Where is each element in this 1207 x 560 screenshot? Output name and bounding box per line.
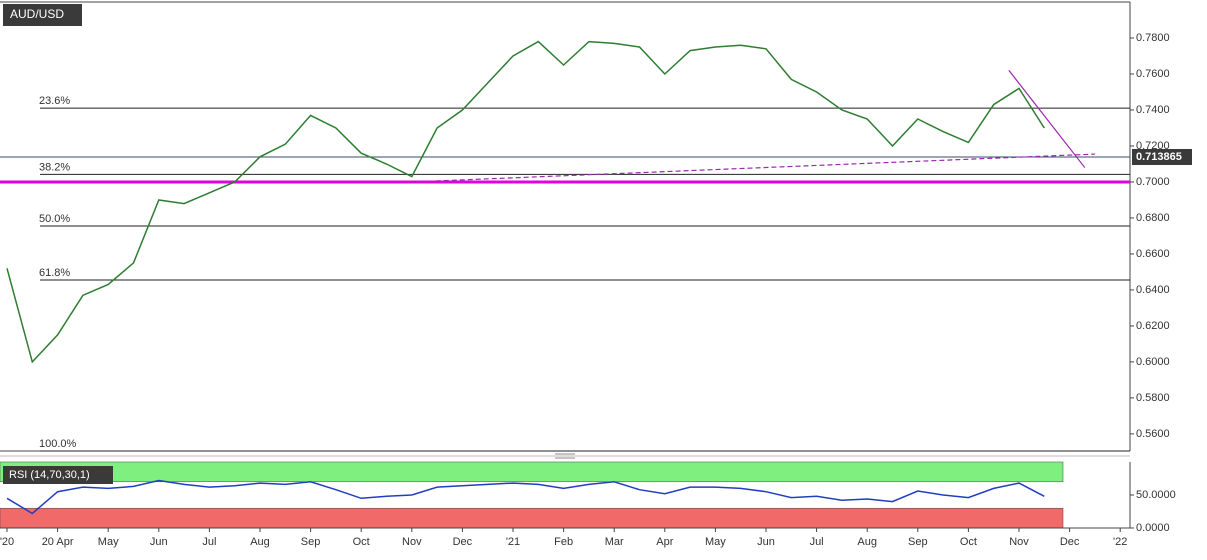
y-tick-label: 0.6000 bbox=[1136, 356, 1170, 368]
x-tick-label: Nov bbox=[1009, 536, 1029, 548]
y-tick-label: 0.5800 bbox=[1136, 392, 1170, 404]
x-tick-label: May bbox=[98, 536, 119, 548]
x-tick-label: Oct bbox=[353, 536, 370, 548]
fib-label: 100.0% bbox=[39, 438, 77, 450]
x-tick-label: Jul bbox=[202, 536, 216, 548]
x-tick-label: '20 bbox=[0, 536, 14, 548]
rsi-label: RSI (14,70,30,1) bbox=[9, 469, 90, 481]
rsi-y-tick-label: 50.0000 bbox=[1136, 489, 1176, 501]
rsi-label-box bbox=[3, 466, 113, 484]
x-tick-label: Sep bbox=[301, 536, 321, 548]
y-tick-label: 0.7800 bbox=[1136, 32, 1170, 44]
x-tick-label: Nov bbox=[402, 536, 422, 548]
x-tick-label: '22 bbox=[1113, 536, 1127, 548]
x-tick-label: 20 Apr bbox=[42, 536, 74, 548]
oversold-zone bbox=[0, 507, 1064, 529]
title-box bbox=[3, 4, 82, 26]
x-tick-label: Apr bbox=[656, 536, 673, 548]
fib-label: 61.8% bbox=[39, 267, 70, 279]
x-tick-label: Oct bbox=[960, 536, 977, 548]
x-tick-label: Aug bbox=[857, 536, 877, 548]
rsi-y-tick-label: 0.0000 bbox=[1136, 522, 1170, 534]
x-tick-label: Dec bbox=[1060, 536, 1080, 548]
y-tick-label: 0.6200 bbox=[1136, 320, 1170, 332]
trendline bbox=[1008, 70, 1086, 168]
y-tick-label: 0.5600 bbox=[1136, 428, 1170, 440]
y-tick-label: 0.7600 bbox=[1136, 68, 1170, 80]
y-tick-label: 0.6400 bbox=[1136, 284, 1170, 296]
x-tick-label: Jun bbox=[150, 536, 168, 548]
y-tick-label: 0.7200 bbox=[1136, 140, 1170, 152]
chart-title: AUD/USD bbox=[10, 7, 64, 21]
y-tick-label: 0.6800 bbox=[1136, 212, 1170, 224]
x-tick-label: Sep bbox=[908, 536, 928, 548]
x-tick-label: Mar bbox=[605, 536, 624, 548]
trendline bbox=[411, 153, 1095, 183]
x-tick-label: '21 bbox=[506, 536, 520, 548]
fib-label: 23.6% bbox=[39, 95, 70, 107]
x-tick-label: Feb bbox=[554, 536, 573, 548]
fib-label: 50.0% bbox=[39, 213, 70, 225]
x-tick-label: Aug bbox=[250, 536, 270, 548]
x-tick-label: Jul bbox=[810, 536, 824, 548]
x-tick-label: May bbox=[705, 536, 726, 548]
y-tick-label: 0.7000 bbox=[1136, 176, 1170, 188]
fib-label: 38.2% bbox=[39, 161, 70, 173]
last-price-box bbox=[1132, 149, 1192, 166]
y-tick-label: 0.7400 bbox=[1136, 104, 1170, 116]
price-line bbox=[6, 40, 1045, 364]
y-tick-label: 0.6600 bbox=[1136, 248, 1170, 260]
x-tick-label: Dec bbox=[453, 536, 473, 548]
last-price-label: 0.713865 bbox=[1136, 151, 1182, 163]
x-tick-label: Jun bbox=[757, 536, 775, 548]
overbought-zone bbox=[0, 461, 1064, 483]
rsi-line bbox=[6, 479, 1045, 515]
